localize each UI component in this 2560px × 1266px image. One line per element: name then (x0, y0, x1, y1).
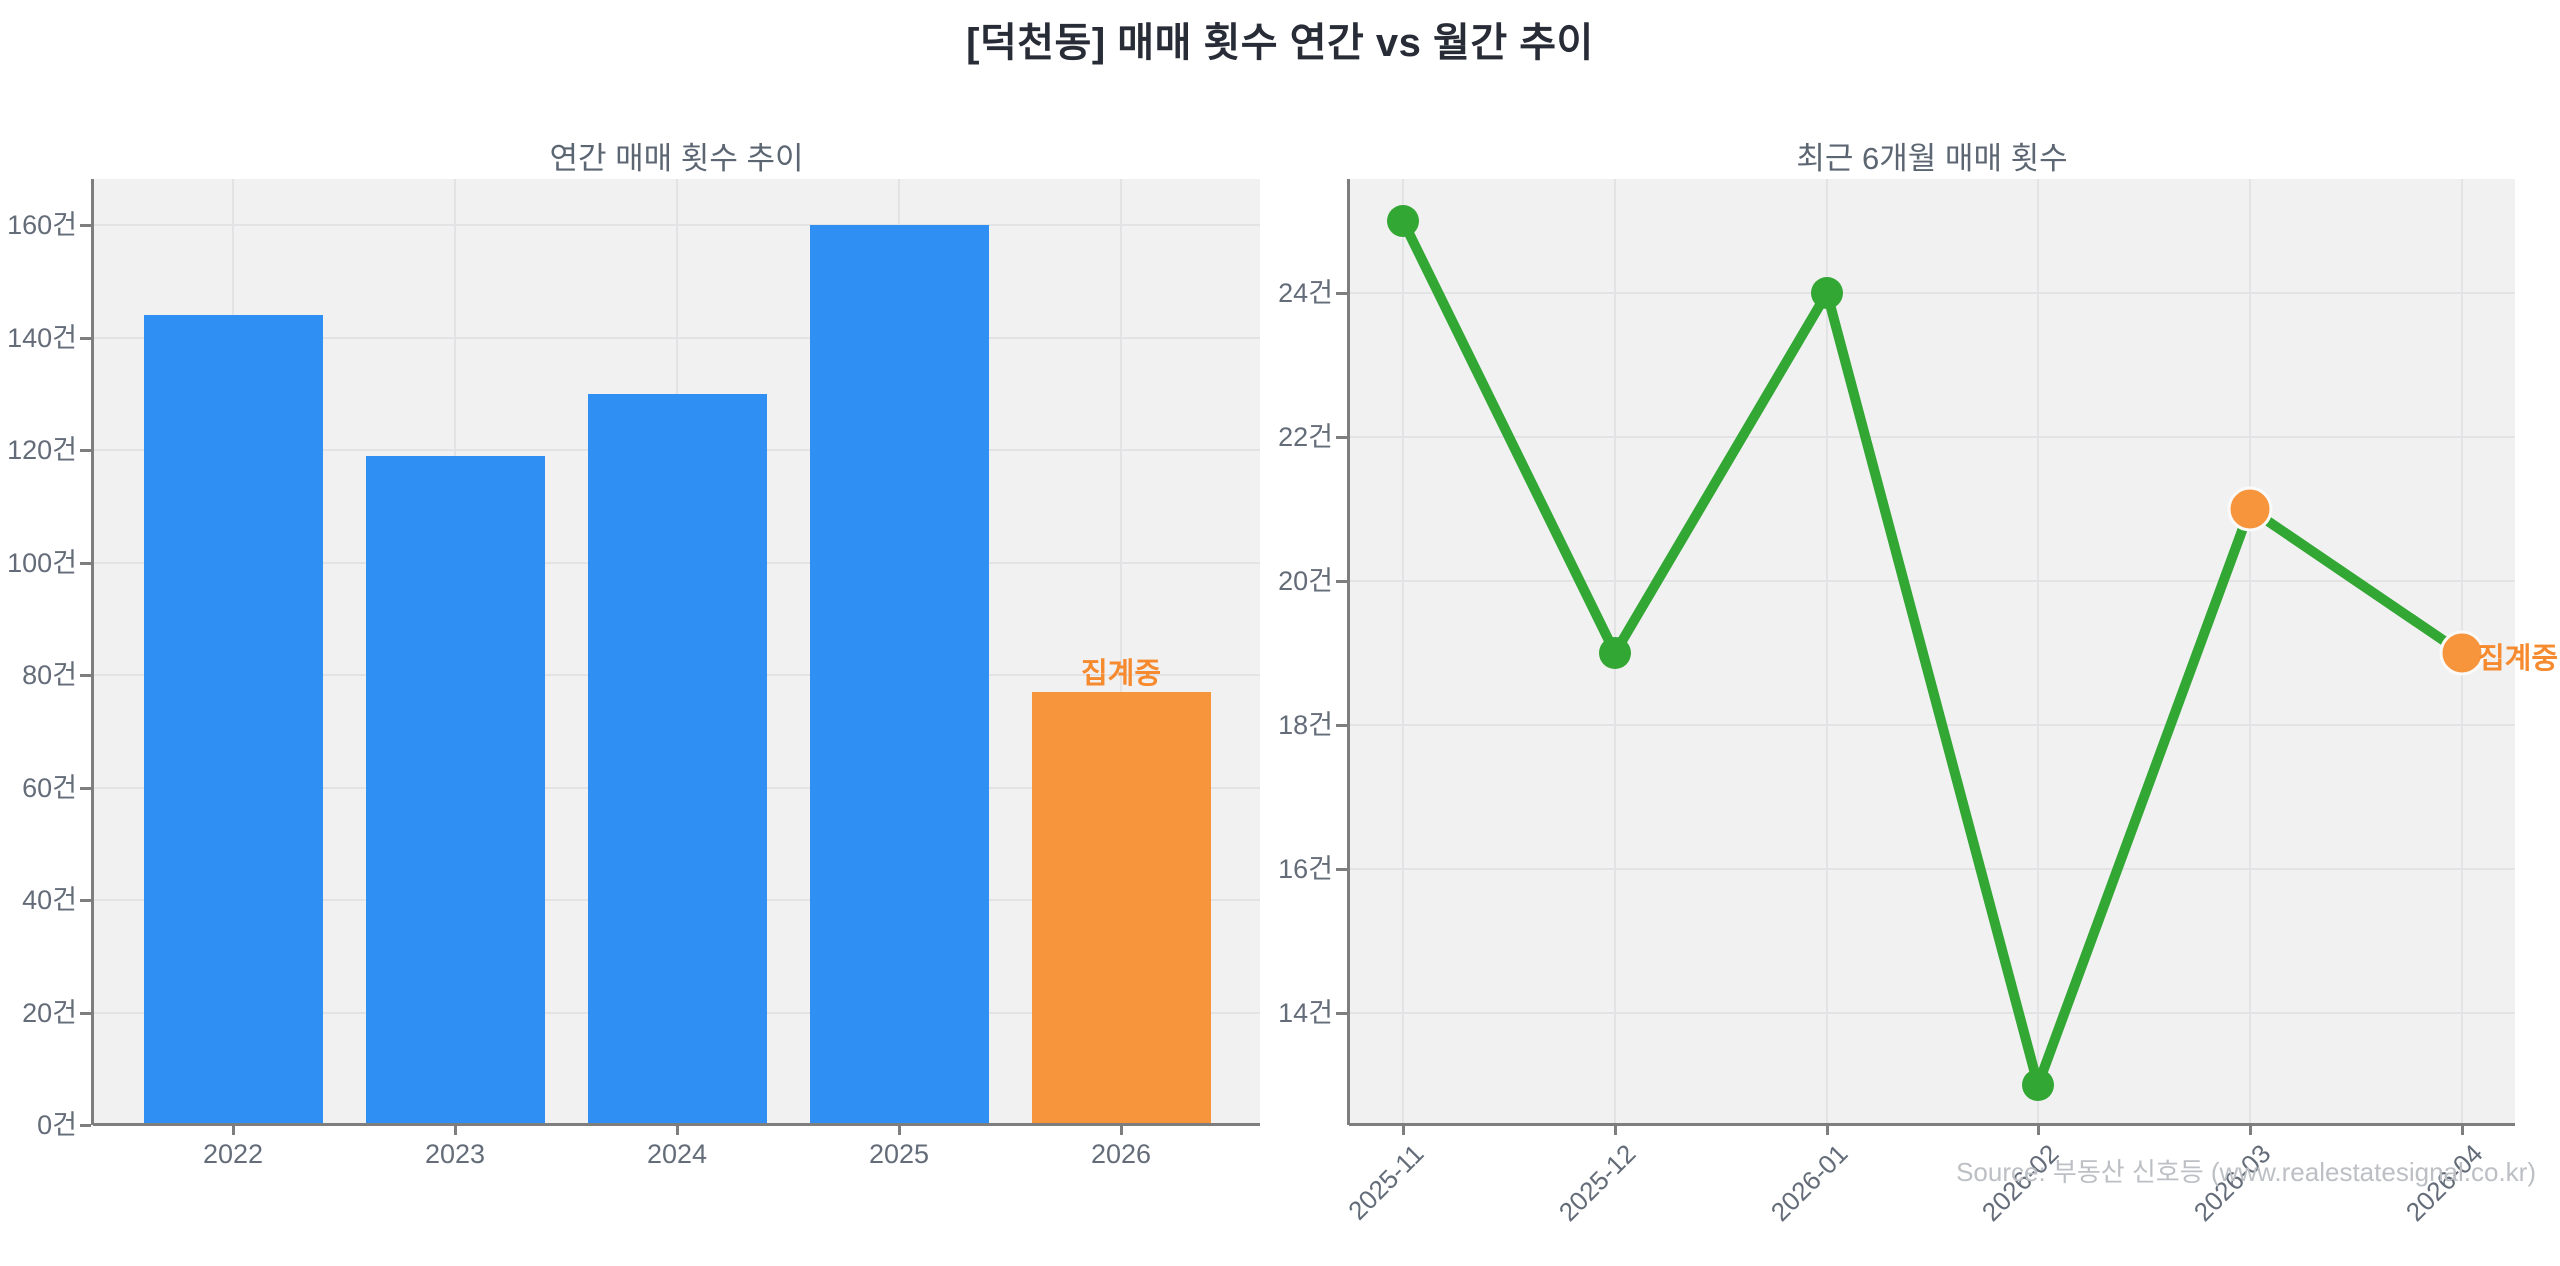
bar-2023 (365, 456, 545, 1125)
x-tick-label-2022: 2022 (202, 1139, 264, 1169)
monthly-y-axis-line (1347, 179, 1350, 1125)
gridline-x-2025-11 (1402, 179, 1404, 1125)
gridline-y-16 (1349, 868, 2515, 870)
y-tick-mark (80, 449, 91, 452)
x-tick-label-2023: 2023 (424, 1139, 486, 1169)
annual-chart-title: 연간 매매 횟수 추이 (549, 141, 804, 176)
y-tick-label: 24건 (1278, 278, 1333, 308)
x-tick-mark (2461, 1125, 2464, 1135)
y-tick-mark (80, 786, 91, 790)
y-tick-mark (1336, 868, 1347, 871)
source-attribution: Source: 부동산 신호등 (www.realestatesignal.co… (1956, 1157, 2536, 1187)
y-tick-label: 40건 (22, 885, 77, 915)
y-tick-mark (80, 561, 91, 565)
gridline-y-20 (1349, 580, 2515, 582)
y-tick-label: 140건 (7, 322, 77, 353)
x-tick-mark (1614, 1125, 1617, 1135)
gridline-x-2026 (1120, 179, 1122, 1125)
y-tick-label: 20건 (22, 997, 77, 1028)
monthly-x-axis-line (1349, 1123, 2515, 1126)
monthly-trend-line (1387, 205, 2485, 1101)
bar-2026 (1031, 692, 1211, 1125)
y-tick-mark (80, 224, 91, 227)
figure-canvas: { "page": { "main_title": "[덕천동] 매매 횟수 연… (7, 21, 2559, 1227)
annual-aggregating-label: 집계중 (1080, 657, 1162, 690)
x-tick-mark (1120, 1125, 1123, 1135)
gridline-x-2026-01 (1826, 179, 1828, 1125)
monthly-aggregating-label: 집계중 (2478, 643, 2559, 675)
y-tick-label: 80건 (22, 660, 77, 690)
y-tick-label: 160건 (7, 210, 77, 240)
bar-2025 (809, 225, 989, 1125)
y-tick-label: 18건 (1278, 710, 1333, 740)
data-point-2025-11 (1387, 205, 1419, 237)
x-tick-label-2025: 2025 (868, 1139, 930, 1169)
gridline-x-2026-03 (2249, 179, 2251, 1125)
y-tick-label: 22건 (1278, 422, 1333, 452)
y-tick-label: 14건 (1278, 998, 1333, 1028)
x-tick-label-2025-12: 2025-12 (1552, 1138, 1642, 1227)
gridline-y-18 (1349, 724, 2515, 726)
x-tick-mark (454, 1125, 457, 1135)
x-tick-label-2026: 2026 (1090, 1139, 1152, 1169)
data-point-2026-02 (2022, 1069, 2054, 1101)
y-tick-label: 100건 (7, 547, 77, 578)
x-tick-mark (2249, 1125, 2252, 1135)
y-tick-mark (1336, 1012, 1347, 1015)
y-tick-mark (80, 1011, 91, 1015)
page-title: [덕천동] 매매 횟수 연간 vs 월간 추이 (966, 21, 1594, 65)
monthly-chart-title: 최근 6개월 매매 횟수 (1796, 141, 2068, 176)
data-point-2025-12 (1599, 637, 1631, 669)
y-tick-label: 60건 (22, 772, 77, 803)
y-tick-mark (1336, 436, 1347, 439)
x-tick-mark (1826, 1125, 1829, 1135)
x-tick-mark (232, 1125, 235, 1135)
y-tick-label: 16건 (1278, 854, 1333, 884)
y-tick-label: 20건 (1278, 566, 1333, 596)
y-tick-mark (80, 336, 91, 340)
bar-2022 (143, 315, 323, 1125)
x-tick-mark (1402, 1125, 1405, 1135)
y-tick-mark (1336, 724, 1347, 727)
annual-x-axis-line (93, 1123, 1260, 1126)
annual-bar-chart: 연간 매매 횟수 추이 집계중 0건 20건 40건 60건 80건 100건 120건 14… (7, 141, 1260, 1169)
annual-y-axis-line (91, 179, 94, 1125)
data-point-2026-04 (2439, 630, 2485, 676)
gridline-y-22 (1349, 436, 2515, 438)
annual-plot-area: 집계중 0건 20건 40건 60건 80건 100건 120건 140건 160건 2022 20… (7, 179, 1260, 1169)
x-tick-mark (2037, 1125, 2040, 1135)
x-tick-label-2025-11: 2025-11 (1342, 1138, 1430, 1226)
bar-2024 (587, 394, 767, 1125)
y-tick-label: 120건 (7, 435, 77, 465)
y-tick-mark (1336, 580, 1347, 583)
monthly-line-chart: 최근 6개월 매매 횟수 집계중 14건 16건 18건 20건 22건 24건 2025-… (1278, 141, 2558, 1227)
x-tick-label-2024: 2024 (646, 1139, 708, 1169)
gridline-y-24 (1349, 292, 2515, 294)
data-point-2026-01 (1811, 277, 1843, 309)
x-tick-mark (898, 1125, 901, 1135)
y-tick-mark (80, 674, 91, 677)
gridline-x-2026-02 (2037, 179, 2039, 1125)
x-tick-label-2026-01: 2026-01 (1764, 1138, 1854, 1227)
x-tick-mark (676, 1125, 679, 1135)
data-point-2026-03 (2227, 486, 2273, 532)
y-tick-mark (1336, 292, 1347, 295)
y-tick-mark (80, 1124, 91, 1127)
monthly-plot-area: 집계중 14건 16건 18건 20건 22건 24건 2025-11 2025-12 2026… (1278, 179, 2558, 1227)
gridline-y-14 (1349, 1012, 2515, 1014)
monthly-plot-background (1349, 179, 2515, 1125)
y-tick-mark (80, 899, 91, 902)
y-tick-label: 0건 (37, 1110, 77, 1140)
